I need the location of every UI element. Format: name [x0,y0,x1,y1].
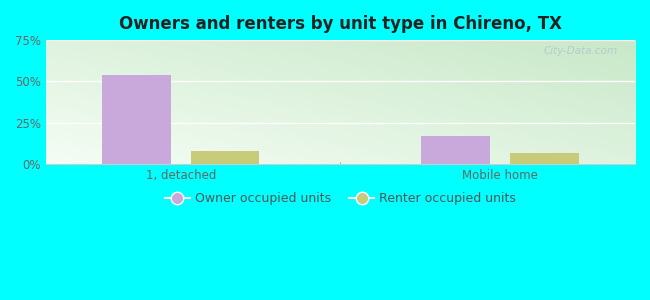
Text: City-Data.com: City-Data.com [543,46,618,56]
Title: Owners and renters by unit type in Chireno, TX: Owners and renters by unit type in Chire… [119,15,562,33]
Bar [421,136,490,164]
Bar [510,153,578,164]
Bar [190,151,259,164]
Legend: Owner occupied units, Renter occupied units: Owner occupied units, Renter occupied un… [159,187,521,210]
Bar [102,75,171,164]
